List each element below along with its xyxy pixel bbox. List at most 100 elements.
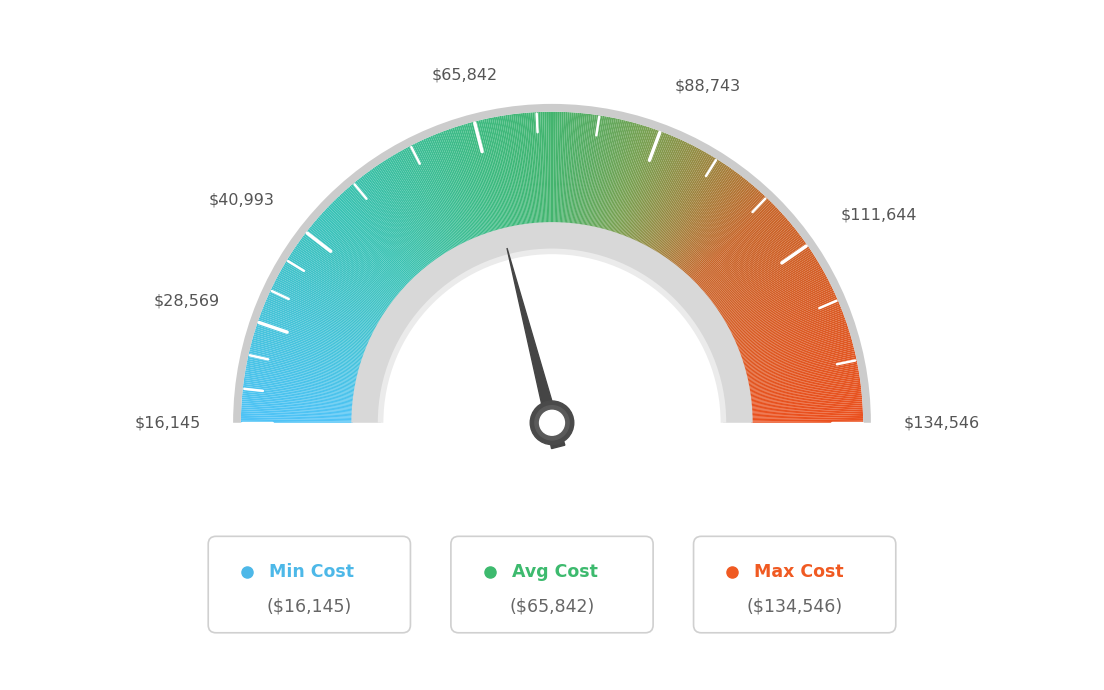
Wedge shape [750,380,860,397]
Wedge shape [361,176,431,266]
Wedge shape [725,270,824,326]
Wedge shape [668,170,735,262]
Wedge shape [367,172,434,263]
Wedge shape [749,374,860,393]
Wedge shape [724,268,822,325]
Wedge shape [242,403,353,411]
Wedge shape [735,299,838,345]
Wedge shape [743,332,850,366]
Wedge shape [244,378,355,395]
Wedge shape [284,263,381,322]
Wedge shape [352,183,425,270]
Wedge shape [641,145,693,246]
Wedge shape [751,421,863,423]
Wedge shape [273,285,373,336]
Wedge shape [279,271,379,327]
Wedge shape [634,139,681,241]
Wedge shape [384,160,445,255]
Wedge shape [665,166,730,259]
Wedge shape [633,138,679,241]
Wedge shape [422,139,469,242]
Wedge shape [698,211,782,288]
Wedge shape [357,179,428,268]
Wedge shape [270,288,372,338]
Text: Avg Cost: Avg Cost [511,563,597,581]
Wedge shape [414,143,465,244]
Wedge shape [295,246,388,311]
Wedge shape [744,342,853,372]
Wedge shape [259,315,365,355]
Wedge shape [243,386,354,400]
Wedge shape [332,201,412,282]
Wedge shape [319,215,403,291]
Wedge shape [391,156,449,253]
Wedge shape [250,347,359,375]
Wedge shape [360,177,429,266]
Wedge shape [546,112,550,224]
Wedge shape [251,346,359,375]
Wedge shape [255,326,362,362]
Wedge shape [244,376,355,394]
Wedge shape [275,280,375,333]
Wedge shape [682,188,757,273]
Wedge shape [314,221,400,295]
Wedge shape [323,210,407,288]
Wedge shape [577,114,593,226]
Wedge shape [241,411,353,417]
Wedge shape [371,169,437,261]
Wedge shape [425,138,471,241]
Wedge shape [686,192,762,276]
Wedge shape [724,266,821,324]
Wedge shape [708,229,797,299]
Wedge shape [574,114,590,225]
Wedge shape [591,117,614,228]
Wedge shape [669,171,736,262]
Wedge shape [605,123,637,231]
Wedge shape [251,344,360,373]
Wedge shape [697,210,781,288]
Wedge shape [751,403,862,411]
Wedge shape [594,119,619,228]
Wedge shape [431,136,475,239]
Wedge shape [630,137,676,240]
Wedge shape [247,357,358,382]
Wedge shape [522,113,534,224]
Wedge shape [751,411,863,417]
Wedge shape [519,113,532,225]
Wedge shape [608,125,643,233]
Text: ($16,145): ($16,145) [267,598,352,615]
Wedge shape [750,390,861,403]
Wedge shape [726,273,826,328]
Wedge shape [745,347,854,375]
Wedge shape [672,175,741,265]
Circle shape [535,406,569,440]
Wedge shape [722,261,819,320]
Wedge shape [742,331,850,365]
Wedge shape [751,400,862,409]
Wedge shape [678,182,751,269]
Wedge shape [712,237,803,305]
Wedge shape [699,213,783,289]
Wedge shape [253,334,361,367]
Wedge shape [389,157,448,253]
Wedge shape [564,112,573,224]
Wedge shape [439,132,481,237]
Wedge shape [563,112,572,224]
Wedge shape [751,405,862,413]
Wedge shape [532,112,541,224]
Wedge shape [716,246,809,311]
Wedge shape [252,338,360,370]
Wedge shape [453,128,489,234]
Wedge shape [614,127,650,234]
Wedge shape [401,150,456,249]
Wedge shape [382,161,444,256]
Wedge shape [647,149,702,248]
Wedge shape [289,255,384,316]
Wedge shape [534,112,542,224]
Wedge shape [704,223,792,296]
Wedge shape [681,186,755,272]
Wedge shape [697,208,778,286]
Wedge shape [737,310,842,352]
Wedge shape [262,310,367,352]
Wedge shape [246,362,357,386]
